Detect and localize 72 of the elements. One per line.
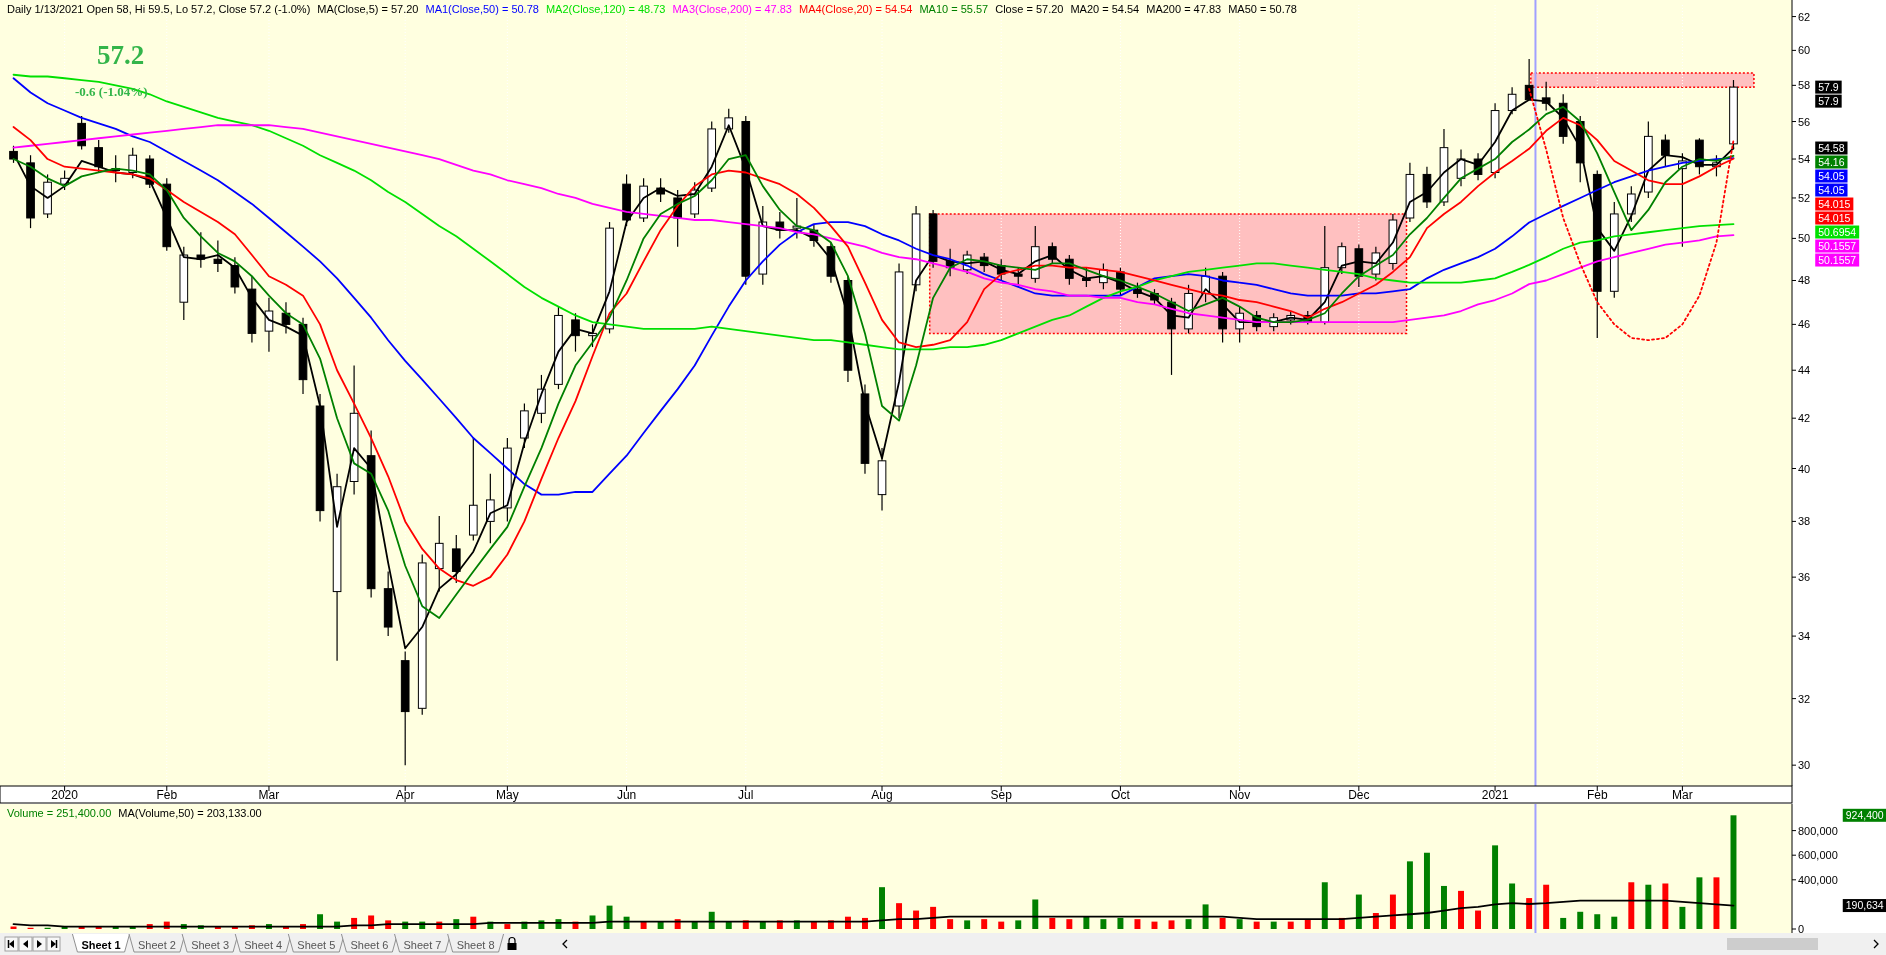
text: Sheet 5 [297, 939, 336, 951]
y-tick-label: 48 [1798, 274, 1811, 287]
x-tick-label: Jun [616, 788, 637, 802]
y-tick-label: 54 [1798, 153, 1811, 166]
annotation: MA50 = 50.78 [1228, 3, 1297, 15]
text: 54.58 [1818, 141, 1845, 154]
text: MA(Volume,50) = 203,133.00 [118, 807, 262, 819]
text: Sheet 1 [81, 939, 121, 951]
x-tick-label: Feb [1586, 788, 1608, 802]
text: 190,634 [1845, 899, 1884, 912]
text: 57.9 [1818, 94, 1839, 107]
y-tick-label: 62 [1798, 10, 1811, 23]
x-tick-label: Jul [738, 788, 754, 802]
y-tick-label: 38 [1798, 515, 1811, 528]
text: 924,400 [1845, 809, 1884, 822]
y-tick-label: 42 [1798, 412, 1811, 425]
text: 50.1557 [1818, 253, 1857, 266]
y-tick-label: 800,000 [1798, 824, 1838, 837]
y-tick-label: 52 [1798, 191, 1811, 204]
text: Sheet 7 [403, 939, 442, 951]
y-tick-label: 56 [1798, 115, 1811, 128]
y-tick-label: 400,000 [1798, 873, 1838, 886]
chart-title: Daily 1/13/2021 Open 58, Hi 59.5, Lo 57.2, Close 57.2 (-1.0%) [7, 3, 311, 15]
x-tick-label: Sep [990, 788, 1013, 802]
annotation: MA200 = 47.83 [1146, 3, 1222, 15]
x-tick-label: May [496, 788, 519, 802]
text: Sheet 2 [138, 939, 176, 951]
text: MA1(Close,50) = 50.78 [425, 3, 539, 15]
text: MA(Close,5) = 57.20 [317, 3, 419, 15]
y-tick-label: 50 [1798, 232, 1811, 245]
text: 57.2 [97, 40, 145, 70]
y-tick-label: 44 [1798, 364, 1811, 377]
x-tick-label: Mar [258, 788, 280, 802]
y-tick-label: 0 [1798, 923, 1805, 935]
y-tick-label: 60 [1798, 44, 1811, 57]
text: MA10 = 55.57 [919, 3, 989, 15]
text: Sheet 4 [244, 939, 283, 951]
y-tick-label: 32 [1798, 692, 1811, 705]
x-tick-label: Oct [1111, 788, 1131, 802]
text: 54.015 [1818, 211, 1851, 224]
x-tick-label: Aug [871, 788, 893, 802]
text: 54.015 [1818, 197, 1851, 210]
text: Volume = 251,400.00 [7, 807, 112, 819]
text: 54.05 [1818, 183, 1845, 196]
text: Sheet 6 [350, 939, 389, 951]
text: 50.6954 [1818, 225, 1857, 238]
y-tick-label: 46 [1798, 318, 1811, 331]
x-tick-label: Dec [1348, 788, 1370, 802]
y-tick-label: 40 [1798, 462, 1811, 475]
text: MA2(Close,120) = 48.73 [545, 3, 666, 15]
x-tick-label: 2021 [1481, 788, 1509, 802]
y-tick-label: 30 [1798, 759, 1811, 772]
x-tick-label: 2020 [51, 788, 79, 802]
text: 50.1557 [1818, 239, 1857, 252]
text: MA4(Close,20) = 54.54 [799, 3, 913, 15]
annotation: -0.6 (-1.04%) [75, 84, 148, 99]
x-tick-label: Apr [395, 788, 415, 802]
text: MA3(Close,200) = 47.83 [672, 3, 792, 15]
text: 54.05 [1818, 169, 1845, 182]
y-tick-label: 58 [1798, 79, 1811, 92]
y-tick-label: 600,000 [1798, 849, 1838, 862]
annotation: Close = 57.20 [995, 3, 1064, 15]
y-tick-label: 36 [1798, 571, 1811, 584]
text: Sheet 3 [191, 939, 230, 951]
text: 57.9 [1818, 80, 1839, 93]
annotation: MA20 = 54.54 [1070, 3, 1140, 15]
x-tick-label: Mar [1672, 788, 1693, 802]
text: Sheet 8 [456, 939, 495, 951]
x-tick-label: Feb [156, 788, 178, 802]
text: 54.16 [1818, 155, 1845, 168]
x-tick-label: Nov [1228, 788, 1251, 802]
y-tick-label: 34 [1798, 630, 1811, 643]
